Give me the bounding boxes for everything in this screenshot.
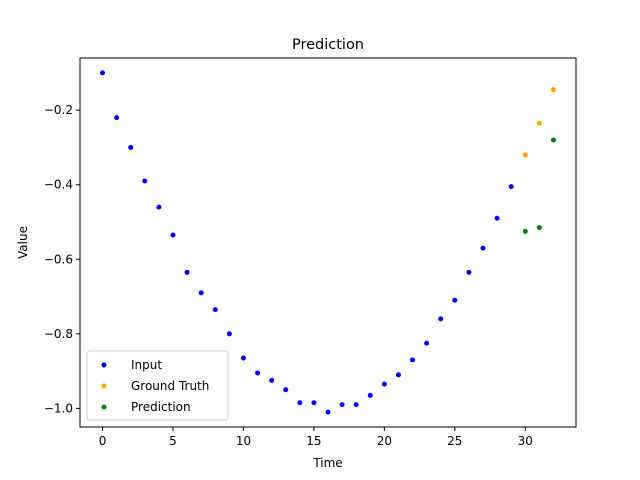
data-point [114,115,120,121]
data-point [283,387,289,393]
data-point [536,120,542,126]
legend: Input Ground Truth Prediction [86,350,229,421]
legend-marker [101,404,107,410]
data-point [255,370,261,376]
data-point [550,137,556,143]
data-point [367,392,373,398]
data-point [212,307,218,313]
series-input [100,70,514,415]
legend-entry: Prediction [131,400,191,414]
data-point [156,204,162,210]
series-prediction [522,137,556,234]
data-point [424,340,430,346]
data-point [269,377,275,383]
data-point [240,355,246,361]
legend-entry: Input [131,358,162,372]
y-tick-label: −0.4 [44,178,73,192]
data-point [536,225,542,231]
data-point [325,409,331,415]
x-tick-label: 25 [447,434,462,448]
data-point [100,70,106,76]
data-point [297,400,303,406]
legend-marker [101,383,107,389]
x-tick-label: 10 [236,434,251,448]
series-ground-truth [522,87,556,158]
y-tick-label: −0.6 [44,252,73,266]
data-point [226,331,232,337]
legend-marker [101,362,107,368]
y-axis: −1.0 −0.8 −0.6 −0.4 −0.2 [44,103,80,415]
data-point [311,400,317,406]
data-point [170,232,176,238]
data-point [550,87,556,93]
y-tick-label: −0.2 [44,103,73,117]
y-tick-label: −0.8 [44,327,73,341]
data-point [480,245,486,251]
data-point [508,184,514,190]
data-point [128,144,134,150]
data-point [494,215,500,221]
data-point [410,357,416,363]
x-tick-label: 20 [377,434,392,448]
data-point [438,316,444,322]
data-point [522,228,528,234]
y-tick-label: −1.0 [44,401,73,415]
x-tick-label: 0 [99,434,107,448]
data-point [452,297,458,303]
data-point [466,269,472,275]
data-point [184,269,190,275]
data-point [353,402,359,408]
x-tick-label: 5 [169,434,177,448]
y-axis-label: Value [16,226,30,259]
chart-title: Prediction [292,37,364,53]
x-axis-label: Time [312,456,342,470]
data-point [142,178,148,184]
plot-area [100,70,556,415]
x-tick-label: 30 [518,434,533,448]
data-point [198,290,204,296]
data-point [395,372,401,378]
x-tick-label: 15 [306,434,321,448]
plot-frame [79,57,577,428]
legend-entry: Ground Truth [131,379,209,393]
data-point [381,381,387,387]
x-axis: 0 5 10 15 20 25 30 [99,427,533,448]
data-point [339,402,345,408]
legend-box [86,350,229,421]
data-point [522,152,528,158]
